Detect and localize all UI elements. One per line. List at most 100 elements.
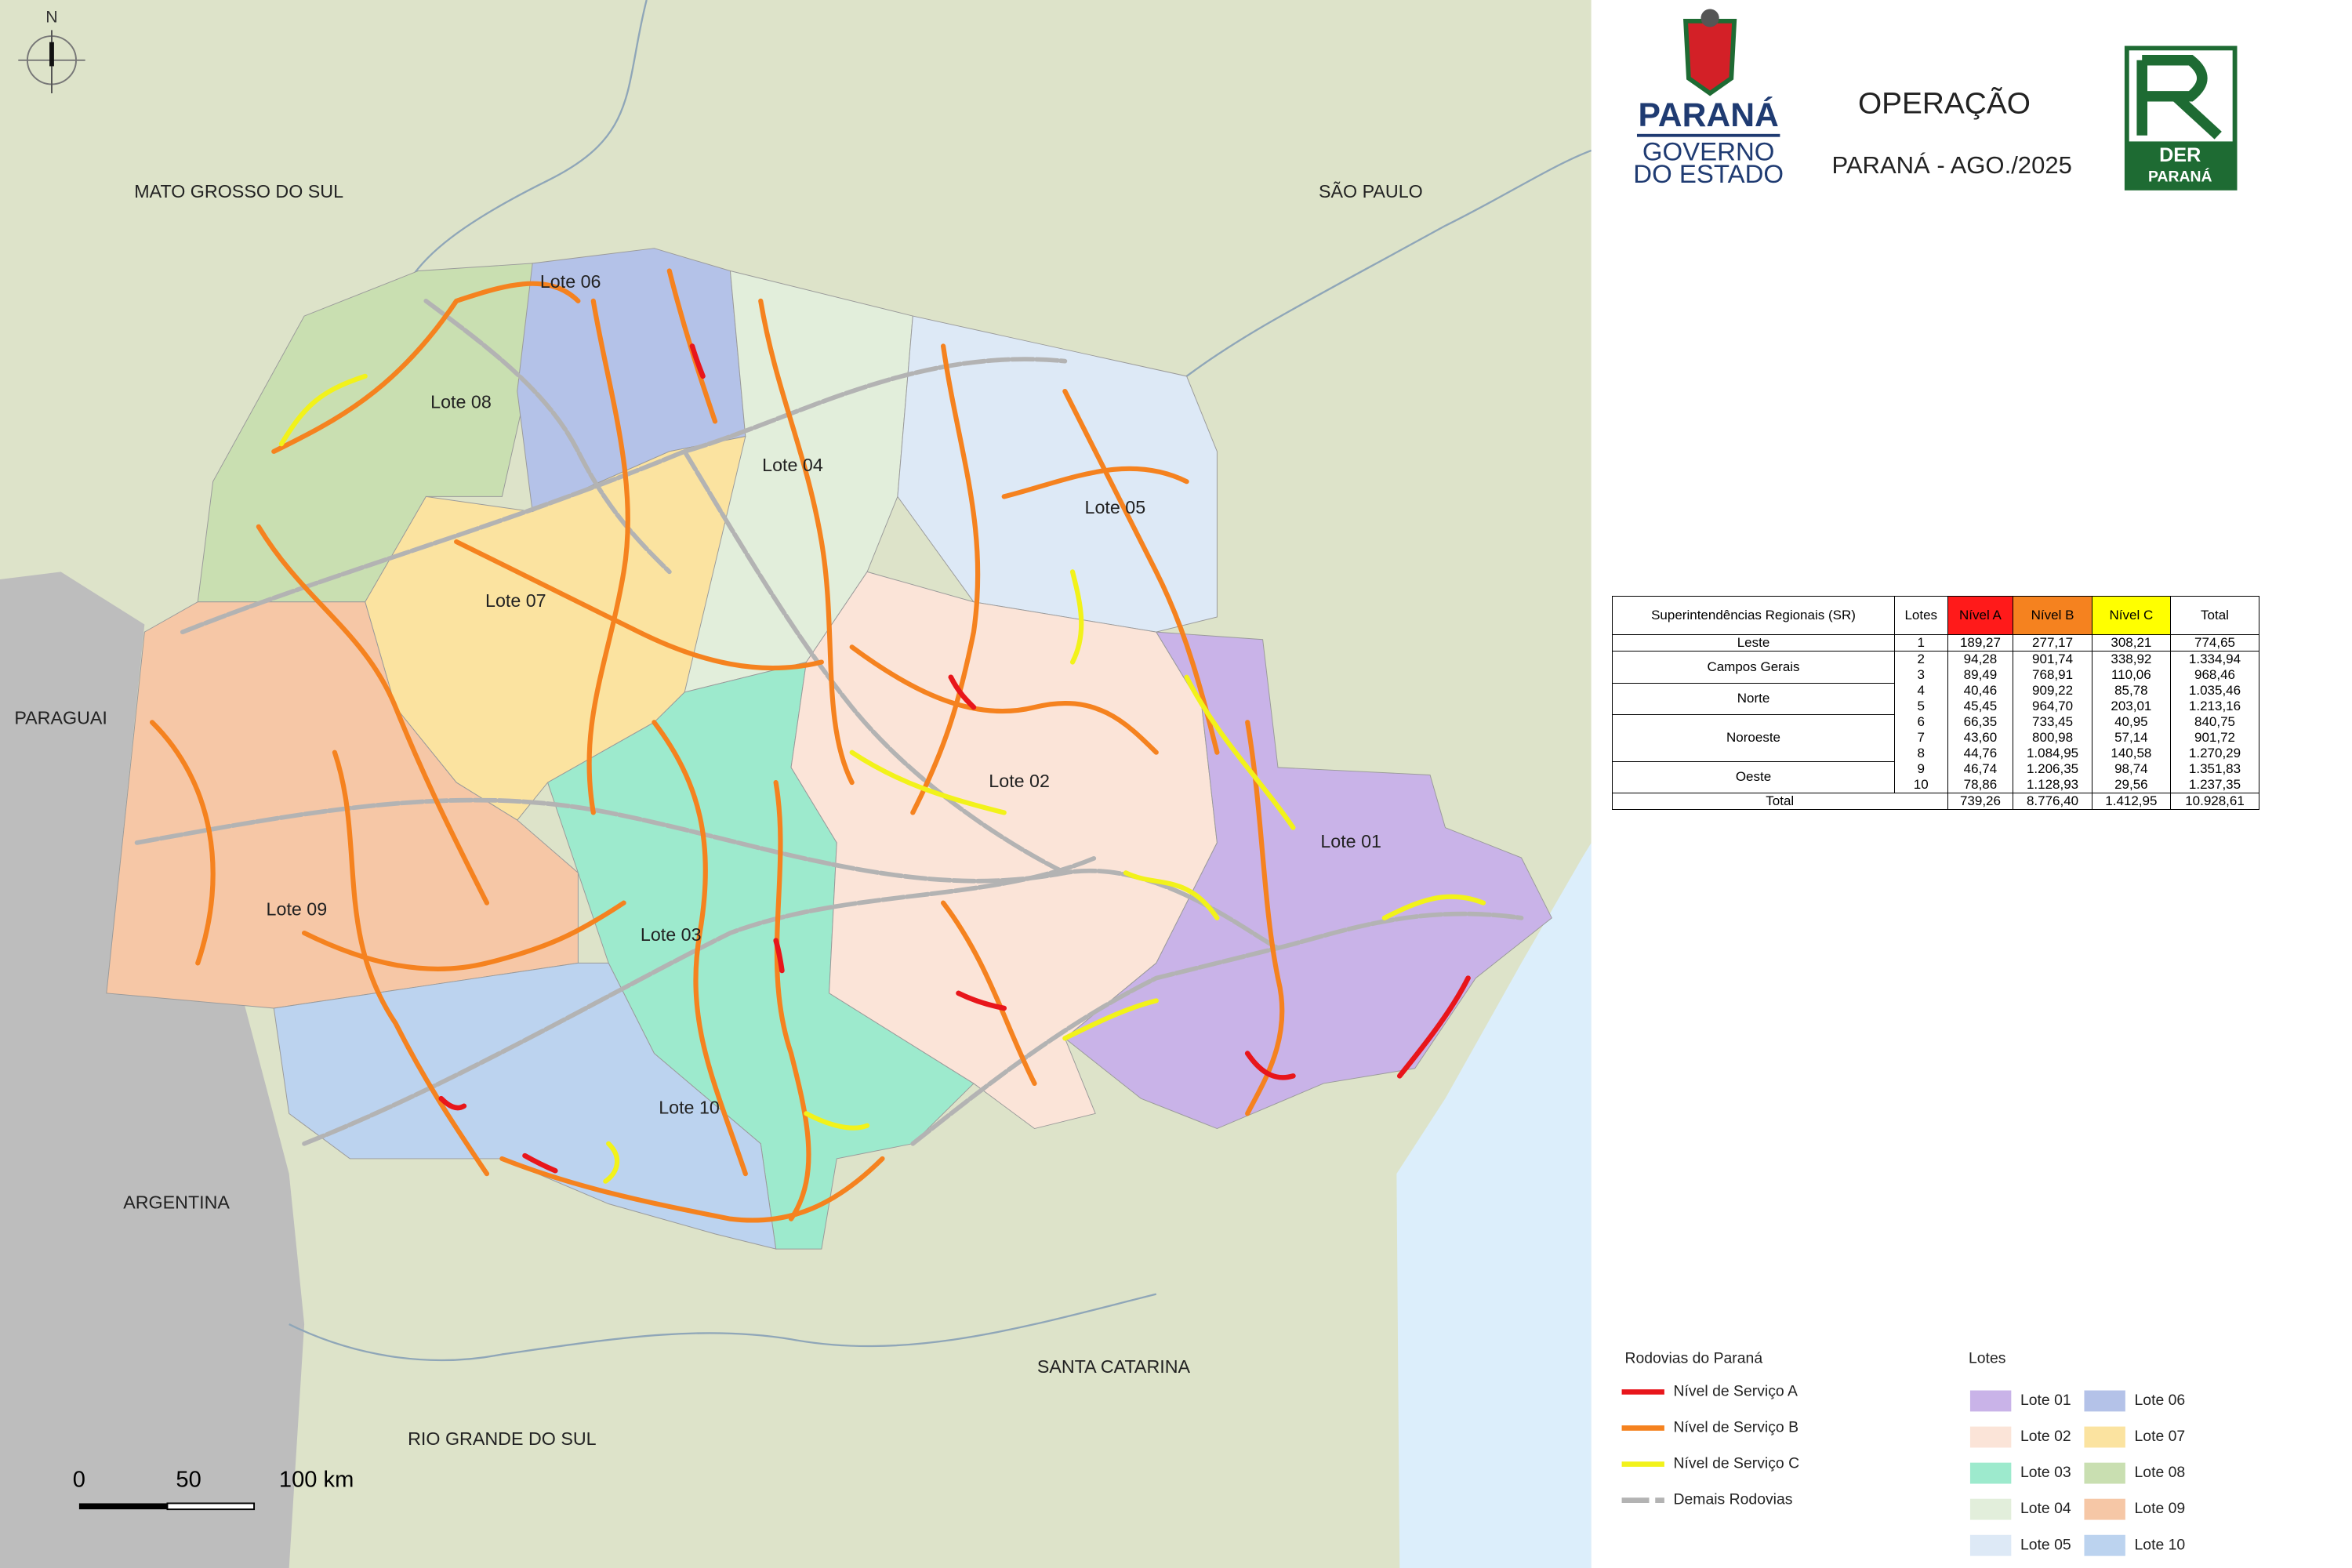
scale-label: 100 km bbox=[279, 1467, 354, 1492]
table-cell: 6 bbox=[1894, 714, 1948, 730]
road-group bbox=[134, 298, 1524, 1146]
table-cell: 1.084,95 bbox=[2013, 746, 2092, 761]
lote-label: Lote 04 bbox=[762, 455, 823, 475]
der-mark bbox=[2136, 55, 2222, 140]
legend-label: Nível de Serviço A bbox=[1674, 1384, 1798, 1400]
table-cell: 1.206,35 bbox=[2013, 761, 2092, 777]
road bbox=[773, 780, 811, 1221]
table-cell: 5 bbox=[1894, 699, 1948, 714]
ocean bbox=[1396, 842, 1592, 1568]
table-cell: 800,98 bbox=[2013, 730, 2092, 746]
table-cell: 10 bbox=[1894, 777, 1948, 793]
table-cell: 66,35 bbox=[1947, 714, 2014, 730]
legend-label: Demais Rodovias bbox=[1674, 1492, 1793, 1508]
table-cell: 78,86 bbox=[1947, 777, 2014, 793]
road bbox=[1381, 894, 1486, 920]
table-cell: 140,58 bbox=[2091, 746, 2172, 761]
neighbor-label: RIO GRANDE DO SUL bbox=[408, 1428, 597, 1449]
road bbox=[956, 990, 1007, 1011]
legend-label: Lote 07 bbox=[2135, 1428, 2186, 1445]
table-row: Oeste 9 46,74 1.206,35 98,74 1.351,83 bbox=[1611, 760, 2259, 793]
road bbox=[1069, 569, 1084, 665]
gov-logo-text: PARANÁ bbox=[1638, 96, 1778, 133]
table-cell: 1.412,95 bbox=[2091, 793, 2172, 810]
legend-swatch bbox=[1969, 1426, 2012, 1448]
roads bbox=[134, 268, 1524, 1223]
road bbox=[804, 1111, 870, 1131]
table-cell: 901,72 bbox=[2170, 730, 2259, 746]
table-cell: Superintendências Regionais (SR) bbox=[1611, 596, 1896, 635]
table-cell: 909,22 bbox=[2013, 683, 2092, 699]
river bbox=[289, 1293, 1157, 1362]
table-cell: 308,21 bbox=[2091, 634, 2172, 652]
table-cell: 4 bbox=[1894, 683, 1948, 699]
lote-label: Lote 05 bbox=[1085, 497, 1146, 517]
table-row: Total 739,26 8.776,40 1.412,95 10.928,61 bbox=[1612, 793, 2259, 810]
neighbor-label: PARAGUAI bbox=[14, 708, 107, 728]
neighbor-label: SÃO PAULO bbox=[1319, 181, 1423, 201]
legend-label: Lote 04 bbox=[2020, 1501, 2071, 1517]
table-cell: 901,74 bbox=[2013, 651, 2092, 667]
road bbox=[1244, 1051, 1296, 1080]
road bbox=[849, 644, 1159, 755]
road bbox=[1123, 870, 1220, 920]
lote-area bbox=[1064, 631, 1552, 1130]
table-cell: 89,49 bbox=[1947, 667, 2014, 683]
table-cell: 57,14 bbox=[2091, 730, 2172, 746]
lote-label: Lote 10 bbox=[659, 1098, 720, 1118]
table-cell: 1.270,29 bbox=[2170, 746, 2259, 761]
table-cell: 8.776,40 bbox=[2013, 793, 2092, 810]
der-text: DER bbox=[2159, 144, 2201, 166]
legend-label: Nível de Serviço B bbox=[1674, 1420, 1798, 1436]
table-cell: 98,74 bbox=[2091, 761, 2172, 777]
legend-swatch bbox=[2084, 1390, 2125, 1412]
table-cell: Norte bbox=[1611, 682, 1896, 715]
table-cell: 9 bbox=[1894, 761, 1948, 777]
table-cell: 968,46 bbox=[2170, 667, 2259, 683]
road-group bbox=[149, 268, 1285, 1223]
table-row: 5 45,45 964,70 203,01 1.213,16 bbox=[1613, 699, 2259, 714]
table-cell: 203,01 bbox=[2091, 699, 2172, 714]
road bbox=[1062, 388, 1220, 755]
table-cell: 1 bbox=[1894, 634, 1948, 652]
table-cell: 1.351,83 bbox=[2170, 761, 2259, 777]
lote-label: Lote 06 bbox=[540, 271, 601, 292]
table-cell: Total bbox=[2170, 596, 2259, 635]
lote-label: Lote 03 bbox=[641, 924, 702, 945]
lote-label: Lote 07 bbox=[485, 590, 546, 611]
road bbox=[278, 373, 368, 447]
table-cell: 739,26 bbox=[1947, 793, 2014, 810]
road bbox=[586, 298, 630, 815]
table-cell: 2 bbox=[1894, 651, 1948, 667]
road bbox=[302, 855, 1098, 1146]
scale-label: 0 bbox=[73, 1467, 85, 1492]
road bbox=[849, 750, 1007, 815]
gov-emblem-eagle bbox=[1700, 9, 1719, 27]
table-cell: 46,74 bbox=[1947, 761, 2014, 777]
road bbox=[1396, 975, 1471, 1079]
legend-swatch bbox=[2084, 1498, 2125, 1520]
table-cell: 1.334,94 bbox=[2170, 651, 2259, 667]
compass-label: N bbox=[45, 9, 57, 27]
table-cell: 1.213,16 bbox=[2170, 699, 2259, 714]
legend-swatch bbox=[1969, 1498, 2012, 1520]
table-row: 10 78,86 1.128,93 29,56 1.237,35 bbox=[1613, 777, 2259, 793]
neighbor-label: MATO GROSSO DO SUL bbox=[134, 181, 343, 201]
neighbor-label: ARGENTINA bbox=[123, 1192, 230, 1213]
legend-title: Rodovias do Paraná bbox=[1624, 1350, 1762, 1367]
table-cell: 40,46 bbox=[1947, 683, 2014, 699]
gov-logo-text: GOVERNO bbox=[1642, 137, 1775, 166]
table-cell: 3 bbox=[1894, 667, 1948, 683]
river bbox=[1185, 149, 1592, 377]
road bbox=[603, 1141, 620, 1184]
lote-label: Lote 02 bbox=[989, 771, 1050, 791]
road bbox=[499, 1156, 885, 1223]
legend-swatch bbox=[1969, 1534, 2012, 1556]
table-cell: 1.035,46 bbox=[2170, 683, 2259, 699]
lote-label: Lote 09 bbox=[267, 898, 328, 919]
table-row: Superintendências Regionais (SR) Lotes Nív… bbox=[1611, 596, 2259, 635]
compass-arrow bbox=[49, 42, 54, 67]
table-cell: 840,75 bbox=[2170, 714, 2259, 730]
table-cell: 85,78 bbox=[2091, 683, 2172, 699]
